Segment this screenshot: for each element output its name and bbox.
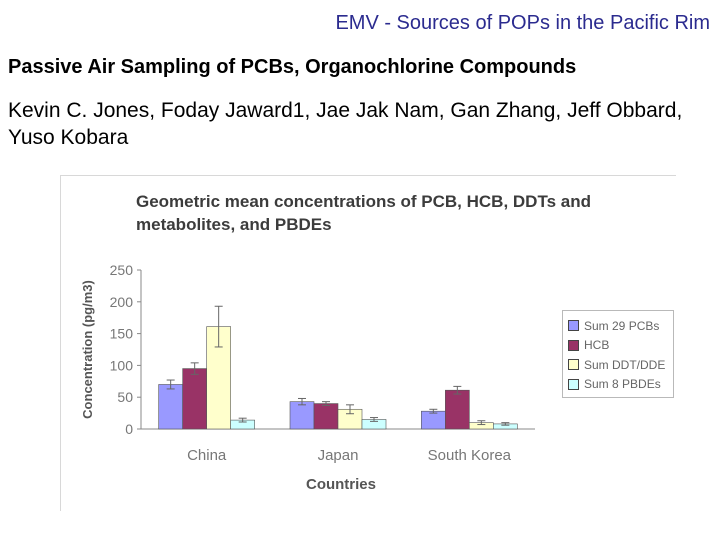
slide-authors: Kevin C. Jones, Foday Jaward1, Jae Jak N…	[8, 99, 683, 149]
x-tick-label: China	[187, 447, 227, 464]
x-axis-label: Countries	[306, 476, 376, 493]
error-bar	[190, 362, 199, 375]
bar	[158, 384, 183, 430]
bar	[289, 401, 315, 430]
chart-figure: 0 50 100 150 200 250 Concentration (pg/m3) Coun…	[60, 175, 676, 511]
error-bar	[346, 404, 354, 415]
error-bar	[429, 408, 438, 414]
error-bar	[166, 379, 175, 390]
legend-swatch	[568, 359, 579, 371]
bar	[182, 368, 207, 430]
bar	[445, 389, 470, 430]
x-tick-label: South Korea	[428, 447, 512, 464]
bar	[421, 410, 446, 430]
y-tick-label: 50	[117, 389, 133, 405]
chart-legend: Sum 29 PCBs HCB Sum DDT/DDE Sum 8 PBDEs	[562, 310, 674, 398]
legend-swatch	[568, 378, 579, 390]
legend-item: Sum 29 PCBs	[568, 316, 673, 336]
error-bar	[453, 385, 462, 395]
legend-label: Sum DDT/DDE	[584, 357, 666, 372]
slide-subtitle: Passive Air Sampling of PCBs, Organochlo…	[8, 56, 577, 78]
legend-item: Sum DDT/DDE	[568, 355, 673, 375]
legend-item: HCB	[568, 336, 673, 356]
legend-item: Sum 8 PBDEs	[568, 375, 673, 395]
y-tick-label: 250	[110, 262, 134, 278]
bar	[313, 403, 339, 430]
y-tick-label: 150	[110, 326, 134, 342]
chart-svg: 0 50 100 150 200 250 Concentration (pg/m3) Coun…	[80, 262, 535, 493]
y-tick-label: 200	[110, 294, 134, 310]
error-bar	[298, 397, 306, 406]
legend-swatch	[568, 339, 579, 351]
legend-label: Sum 29 PCBs	[584, 318, 660, 333]
error-bar	[214, 305, 223, 348]
error-bar	[477, 420, 486, 426]
legend-swatch	[568, 320, 579, 332]
chart-title: Geometric mean concentrations of PCB, HC…	[136, 192, 591, 234]
bar	[206, 326, 231, 430]
legend-label: HCB	[584, 338, 610, 353]
error-bar	[370, 417, 378, 422]
y-tick-label: 100	[110, 357, 134, 373]
error-bar	[501, 422, 510, 426]
error-bar	[238, 417, 247, 423]
x-tick-label: Japan	[318, 447, 359, 464]
y-tick-label: 0	[125, 421, 133, 437]
legend-label: Sum 8 PBDEs	[584, 377, 661, 392]
y-axis-label: Concentration (pg/m3)	[80, 280, 95, 419]
slide-header: EMV - Sources of POPs in the Pacific Rim	[335, 12, 710, 34]
error-bar	[322, 401, 330, 406]
